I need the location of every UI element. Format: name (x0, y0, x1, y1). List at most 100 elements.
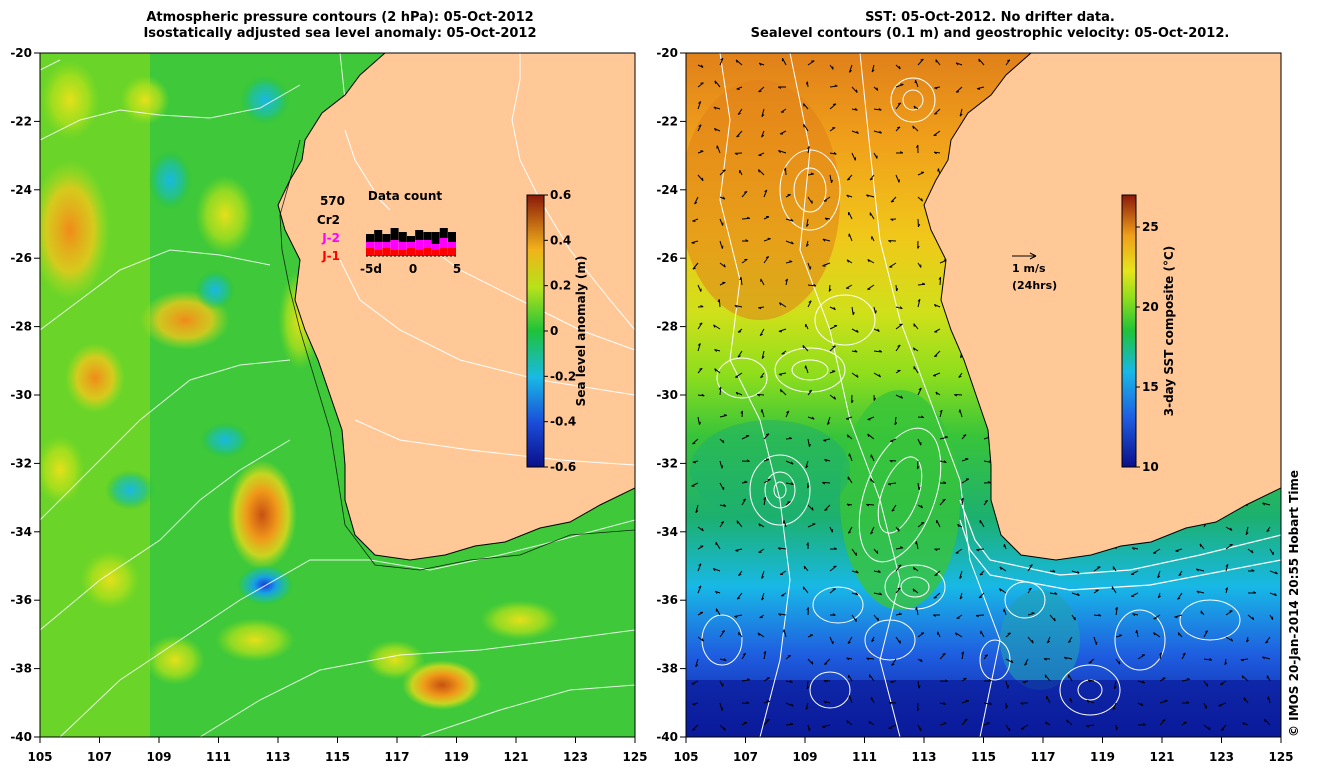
velocity-vector-head (999, 566, 1002, 570)
velocity-vector (1262, 656, 1271, 660)
velocity-vector (934, 108, 941, 115)
velocity-vector (851, 570, 859, 574)
velocity-vector-head (848, 453, 850, 457)
velocity-vector (845, 284, 853, 289)
velocity-vector-head (897, 587, 901, 590)
velocity-vector (1027, 612, 1035, 616)
colorbar-tick-label: 20 (1142, 300, 1159, 314)
velocity-vector (719, 262, 726, 268)
data-count-bars (366, 228, 456, 256)
lon-tick-label: 125 (1268, 750, 1293, 764)
velocity-vector-head (746, 459, 750, 462)
velocity-vector (736, 520, 743, 528)
velocity-vector (697, 526, 704, 532)
velocity-vector (823, 658, 831, 665)
velocity-vector-head (1077, 592, 1080, 596)
lon-tick-label: 105 (27, 750, 52, 764)
velocity-vector-head (1153, 632, 1156, 636)
velocity-vector-head (920, 415, 924, 419)
velocity-vector (763, 497, 767, 506)
velocity-vector-head (917, 708, 920, 712)
velocity-vector (980, 630, 985, 638)
velocity-vector-head (891, 509, 895, 512)
velocity-vector-head (855, 570, 859, 574)
velocity-vector (1136, 630, 1139, 638)
velocity-vector (961, 478, 970, 484)
velocity-vector (805, 365, 809, 374)
velocity-vector (873, 108, 882, 111)
velocity-vector-head (1162, 719, 1166, 722)
velocity-vector-head (763, 650, 767, 654)
velocity-vector (695, 658, 699, 667)
data-count-tick-0: 0 (409, 262, 417, 276)
velocity-vector (955, 548, 963, 554)
velocity-vector (848, 453, 853, 462)
velocity-vector-head (828, 288, 832, 292)
velocity-vector-head (692, 267, 696, 270)
velocity-vector (979, 520, 985, 528)
velocity-vector (758, 169, 765, 176)
velocity-vector (848, 64, 853, 73)
lat-tick-label: -30 (656, 388, 678, 402)
velocity-vector-head (789, 680, 793, 683)
velocity-vector (847, 476, 853, 484)
velocity-vector (785, 702, 794, 707)
velocity-vector-head (1246, 639, 1250, 643)
velocity-vector (917, 387, 922, 396)
velocity-vector-head (1230, 527, 1233, 531)
velocity-vector (1137, 680, 1145, 684)
velocity-vector-head (1031, 612, 1035, 614)
velocity-vector-head (722, 439, 725, 444)
velocity-vector (873, 152, 878, 159)
velocity-vector (697, 124, 702, 132)
velocity-scale-label: 1 m/s (1012, 262, 1046, 275)
velocity-vector-head (761, 597, 765, 601)
velocity-vector (758, 548, 765, 553)
velocity-vector-head (871, 69, 875, 73)
velocity-vector-head (735, 392, 739, 396)
data-count-bar (398, 242, 407, 250)
velocity-vector (803, 124, 809, 132)
velocity-vector (1159, 700, 1168, 704)
velocity-vector-head (986, 722, 990, 724)
velocity-vector-head (1010, 659, 1014, 663)
velocity-vector (873, 130, 882, 134)
velocity-vector-head (898, 564, 902, 567)
velocity-vector-head (745, 239, 749, 242)
velocity-vector-head (1252, 616, 1255, 620)
colorbar-tick-label: -0.4 (550, 415, 576, 429)
velocity-vector (851, 306, 854, 315)
velocity-vector-head (737, 112, 742, 115)
velocity-vector-head (891, 663, 895, 666)
data-count-bar (439, 238, 448, 248)
velocity-vector-head (848, 695, 850, 699)
velocity-vector (806, 680, 809, 689)
velocity-vector-head (1221, 728, 1225, 731)
velocity-vector (697, 367, 703, 374)
velocity-vector (1269, 592, 1277, 597)
lon-tick-label: 115 (325, 750, 350, 764)
velocity-vector-head (721, 245, 724, 249)
velocity-vector-head (918, 387, 922, 391)
data-count-bar (366, 234, 374, 242)
velocity-vector (778, 372, 787, 375)
velocity-vector (1115, 658, 1121, 665)
velocity-vector (1088, 658, 1095, 664)
velocity-vector-head (1022, 681, 1026, 684)
velocity-vector-head (918, 685, 921, 689)
velocity-vector (1243, 697, 1249, 704)
velocity-vector-head (954, 394, 958, 397)
velocity-vector (895, 547, 904, 550)
velocity-vector-head (789, 260, 793, 263)
velocity-vector-head (778, 373, 782, 376)
velocity-vector (714, 368, 721, 374)
velocity-vector-head (699, 322, 703, 325)
velocity-vector (889, 262, 897, 268)
velocity-vector-head (998, 588, 1002, 592)
velocity-vector (695, 504, 699, 513)
velocity-vector (697, 416, 701, 425)
lat-tick-label: -34 (656, 525, 678, 539)
velocity-vector-head (714, 349, 718, 352)
velocity-vector (716, 145, 721, 154)
right-map-axes: -20 -22 -24 -26 -28 -30 -32 -34 -36 -38 -40 105 107 1… (656, 46, 1293, 764)
